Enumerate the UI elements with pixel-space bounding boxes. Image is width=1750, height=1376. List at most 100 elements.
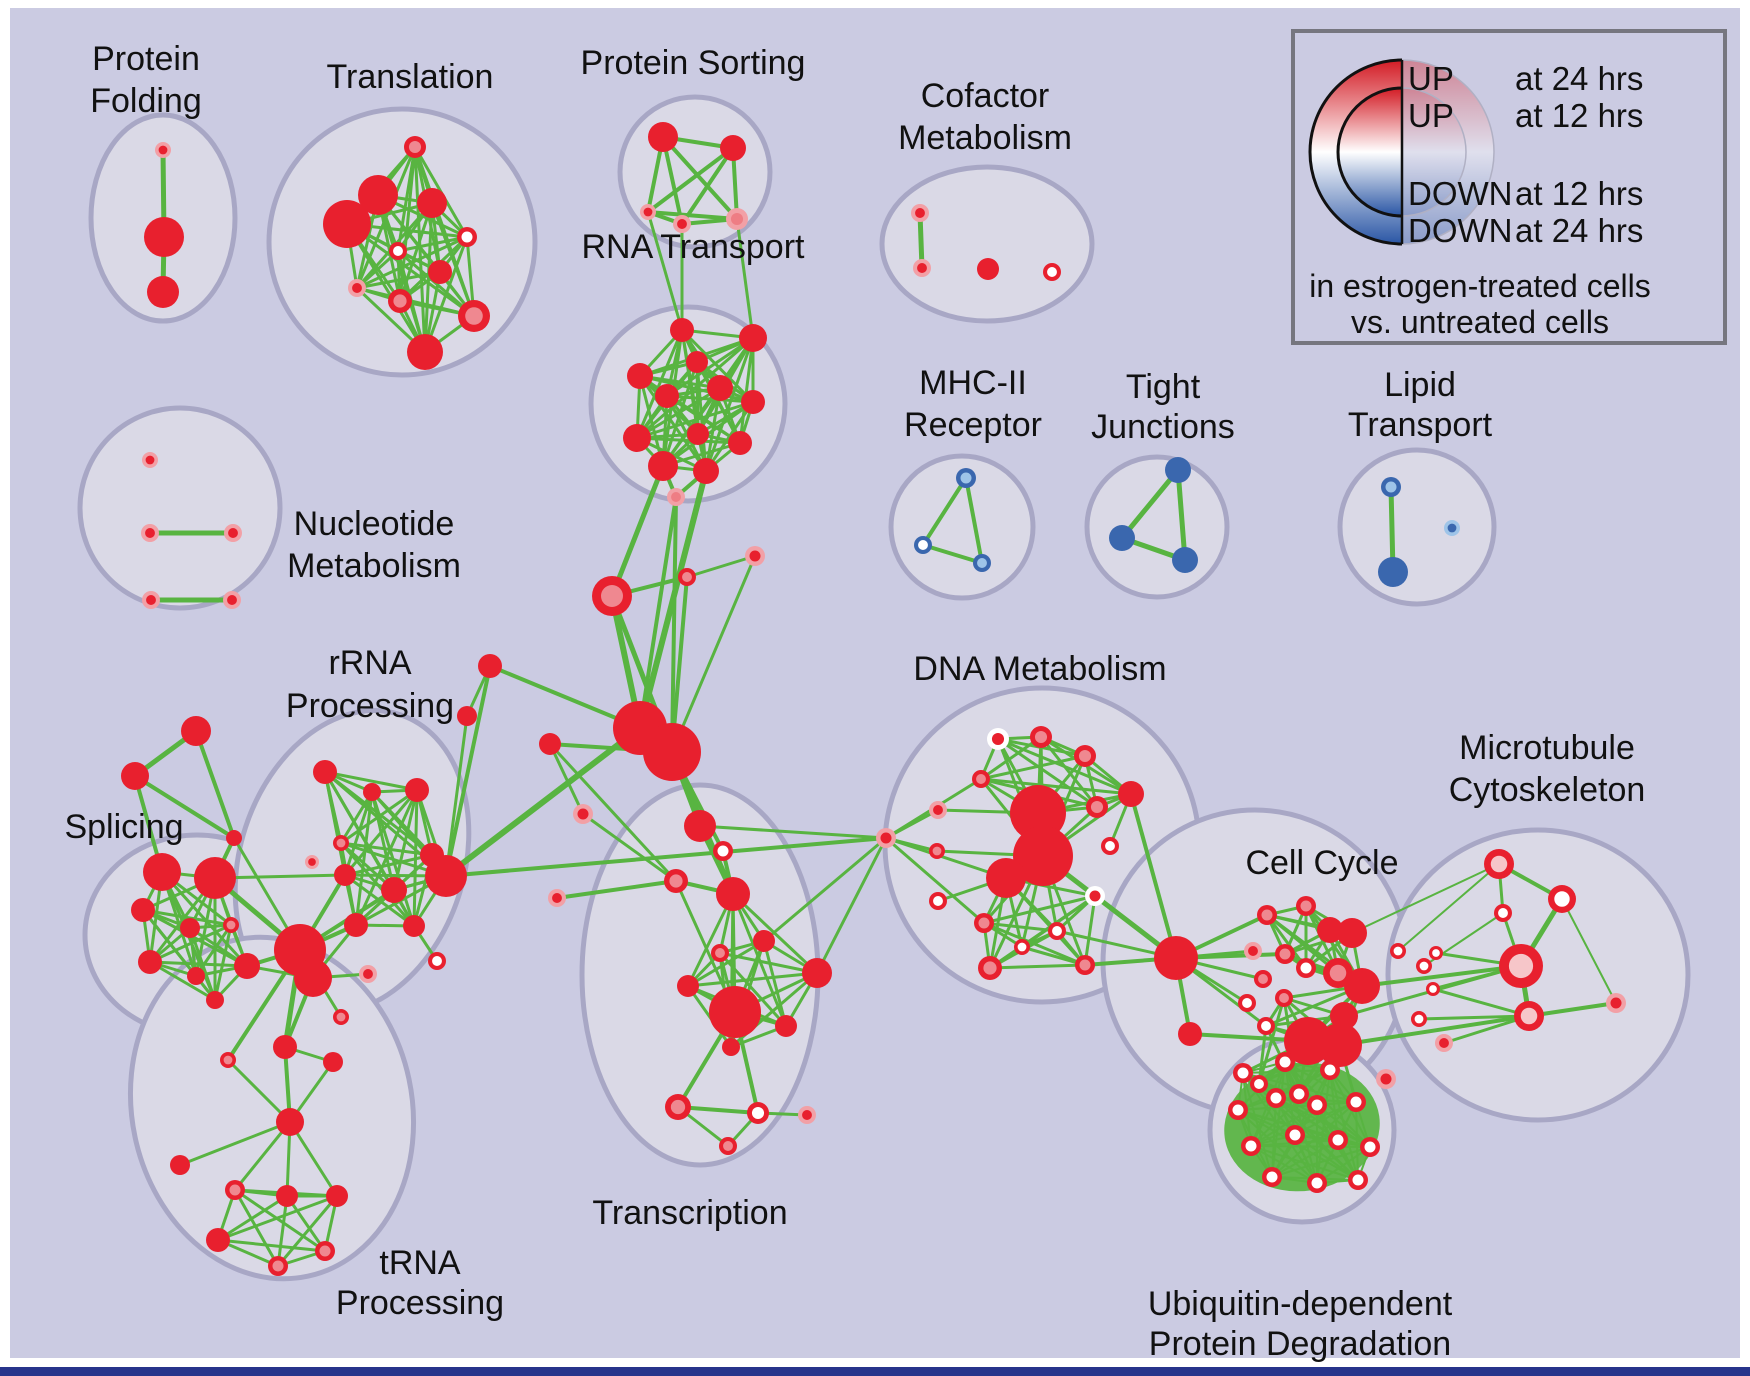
network-edge (343, 853, 434, 877)
network-edge (735, 217, 755, 340)
network-node-core (1419, 961, 1429, 971)
network-edge (680, 146, 735, 226)
network-node-core (715, 948, 725, 958)
network-node (131, 898, 155, 922)
network-node-core (1311, 1099, 1323, 1111)
label-mhc-ii-receptor: MHC-II (919, 364, 1027, 402)
network-node-core (319, 1245, 331, 1257)
label-rrna-processing: rRNA (328, 644, 411, 682)
network-edge (646, 146, 735, 214)
network-node-core (918, 540, 928, 550)
network-node-core (978, 917, 990, 929)
network-node-core (1432, 949, 1440, 957)
network-edge (1316, 1069, 1331, 1184)
network-node-core (669, 874, 683, 888)
network-edge (213, 923, 233, 1002)
network-node (234, 953, 260, 979)
network-node-core (393, 294, 407, 308)
network-edge (982, 921, 1059, 933)
network-node-core (933, 805, 943, 815)
network-edge (1250, 1145, 1318, 1184)
network-edge (676, 1105, 760, 1115)
network-node-core (1237, 1067, 1249, 1079)
network-node-core (1266, 1171, 1278, 1183)
network-node (1337, 918, 1367, 948)
network-edge (1417, 1014, 1531, 1021)
network-edge (609, 463, 666, 599)
network-node-core (1261, 1021, 1271, 1031)
network-edge (233, 1188, 280, 1268)
network-node-core (223, 1055, 233, 1065)
network-node (1317, 917, 1343, 943)
network-edge (423, 235, 469, 354)
network-node (1109, 525, 1135, 551)
network-node-core (730, 212, 744, 226)
network-node-core (917, 263, 927, 273)
network-node-core (880, 832, 892, 844)
network-node (405, 778, 429, 802)
network-node (802, 958, 832, 988)
network-edge (1119, 467, 1181, 541)
network-edge (178, 1120, 292, 1167)
network-node-core (1520, 1007, 1538, 1025)
network-node-core (1490, 855, 1508, 873)
network-edge (1275, 1097, 1371, 1148)
network-node (1318, 1023, 1362, 1067)
label-microtubule-cytoskeleton: Cytoskeleton (1449, 771, 1646, 809)
nodes-layer (121, 122, 1626, 1276)
network-edge (396, 235, 469, 253)
network-node (1165, 457, 1191, 483)
network-edge (1329, 1069, 1339, 1141)
network-edge (443, 725, 643, 879)
network-edge (964, 476, 984, 565)
network-edge (884, 836, 986, 925)
network-node (121, 762, 149, 790)
network-node (407, 334, 443, 370)
network-edge (1237, 1069, 1331, 1111)
network-edge (285, 1194, 327, 1253)
label-cofactor-metabolism: Metabolism (898, 119, 1072, 157)
network-edge (815, 836, 888, 975)
label-nucleotide-metabolism: Nucleotide (294, 505, 455, 543)
label-tight-junctions: Tight (1126, 368, 1201, 406)
label-ubiquitin-dependent-protein-degradation: Ubiquitin-dependent (1148, 1285, 1453, 1323)
label-lipid-transport: Lipid (1384, 366, 1456, 404)
network-edge (686, 971, 819, 988)
network-node (276, 1185, 298, 1207)
network-node-core (749, 550, 761, 562)
network-edge (646, 210, 684, 332)
network-node (478, 654, 502, 678)
network-node (686, 351, 708, 373)
network-edge (548, 742, 585, 816)
network-node (655, 384, 679, 408)
network-node (181, 716, 211, 746)
network-node-core (670, 1099, 686, 1115)
network-node (1010, 785, 1066, 841)
network-node (187, 967, 205, 985)
network-node-core (717, 845, 729, 857)
network-node (986, 858, 1026, 898)
network-node-core (1089, 890, 1101, 902)
network-node-core (960, 472, 972, 484)
network-node (623, 424, 651, 452)
network-node (1378, 557, 1408, 587)
network-node-core (1245, 1140, 1257, 1152)
network-edge (921, 476, 968, 547)
network-node-core (465, 307, 483, 325)
label-microtubule-cytoskeleton: Microtubule (1459, 729, 1635, 767)
network-edge (1039, 735, 1099, 809)
network-node-core (1610, 997, 1622, 1009)
network-node (709, 986, 761, 1038)
network-edge (216, 1194, 289, 1242)
network-edge (1338, 1014, 1531, 1047)
network-node (539, 733, 561, 755)
network-node-core (552, 893, 562, 903)
network-node (428, 260, 452, 284)
network-node (194, 857, 236, 899)
network-edge (226, 1058, 292, 1124)
network-edge (1271, 1097, 1277, 1178)
network-edge (276, 1194, 339, 1268)
network-node (684, 810, 716, 842)
network-node-core (976, 774, 986, 784)
legend-dial-solid-half (1308, 58, 1402, 246)
